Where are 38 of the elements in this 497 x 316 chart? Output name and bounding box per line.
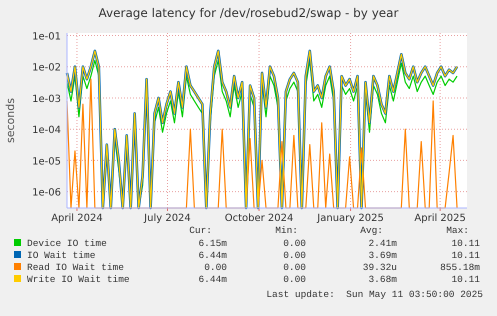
- y-tick-label: 1e-04: [32, 125, 61, 136]
- legend-label: Read IO Wait time: [27, 262, 124, 273]
- text: Min:: [275, 225, 298, 236]
- text: 2.41m: [368, 238, 398, 249]
- x-tick-label: April 2024: [51, 213, 103, 224]
- text: Cur:: [189, 225, 212, 236]
- text: 6.44m: [198, 250, 228, 261]
- y-tick-label: 1e-01: [32, 31, 61, 42]
- text: 0.00: [204, 262, 228, 273]
- text: 39.32u: [362, 262, 397, 273]
- legend-label: Write IO Wait time: [27, 274, 130, 285]
- y-tick-label: 1e-02: [32, 62, 61, 74]
- x-tick-label: July 2024: [143, 213, 191, 224]
- legend-label: Device IO time: [27, 238, 108, 249]
- y-tick-label: 1e-05: [32, 156, 61, 168]
- text: Avg:: [360, 225, 383, 236]
- text: 3.68m: [368, 274, 398, 285]
- y-tick-label: 1e-06: [32, 188, 61, 199]
- x-tick-label: October 2024: [224, 213, 294, 224]
- text: 6.15m: [198, 238, 228, 249]
- x-tick-label: January 2025: [316, 213, 384, 224]
- text: 10.11: [451, 250, 480, 261]
- text: 0.00: [283, 274, 306, 285]
- text: 10.11: [451, 274, 480, 285]
- x-tick-label: April 2025: [414, 213, 466, 224]
- text: 0.00: [283, 238, 306, 249]
- text: 3.69m: [368, 250, 398, 261]
- text: Max:: [446, 225, 469, 236]
- text: Last update: Sun May 11 03:50:00 2025: [266, 289, 484, 300]
- chart-title: Average latency for /dev/rosebud2/swap - by year: [98, 6, 399, 20]
- y-axis-title: seconds: [4, 98, 17, 143]
- text: 855.18m: [440, 262, 480, 273]
- text: 0.00: [283, 262, 306, 273]
- y-tick-label: 1e-03: [32, 94, 61, 105]
- legend-label: IO Wait time: [27, 250, 96, 261]
- text: 0.00: [283, 250, 306, 261]
- text: 10.11: [451, 238, 480, 249]
- text: 6.44m: [198, 274, 228, 285]
